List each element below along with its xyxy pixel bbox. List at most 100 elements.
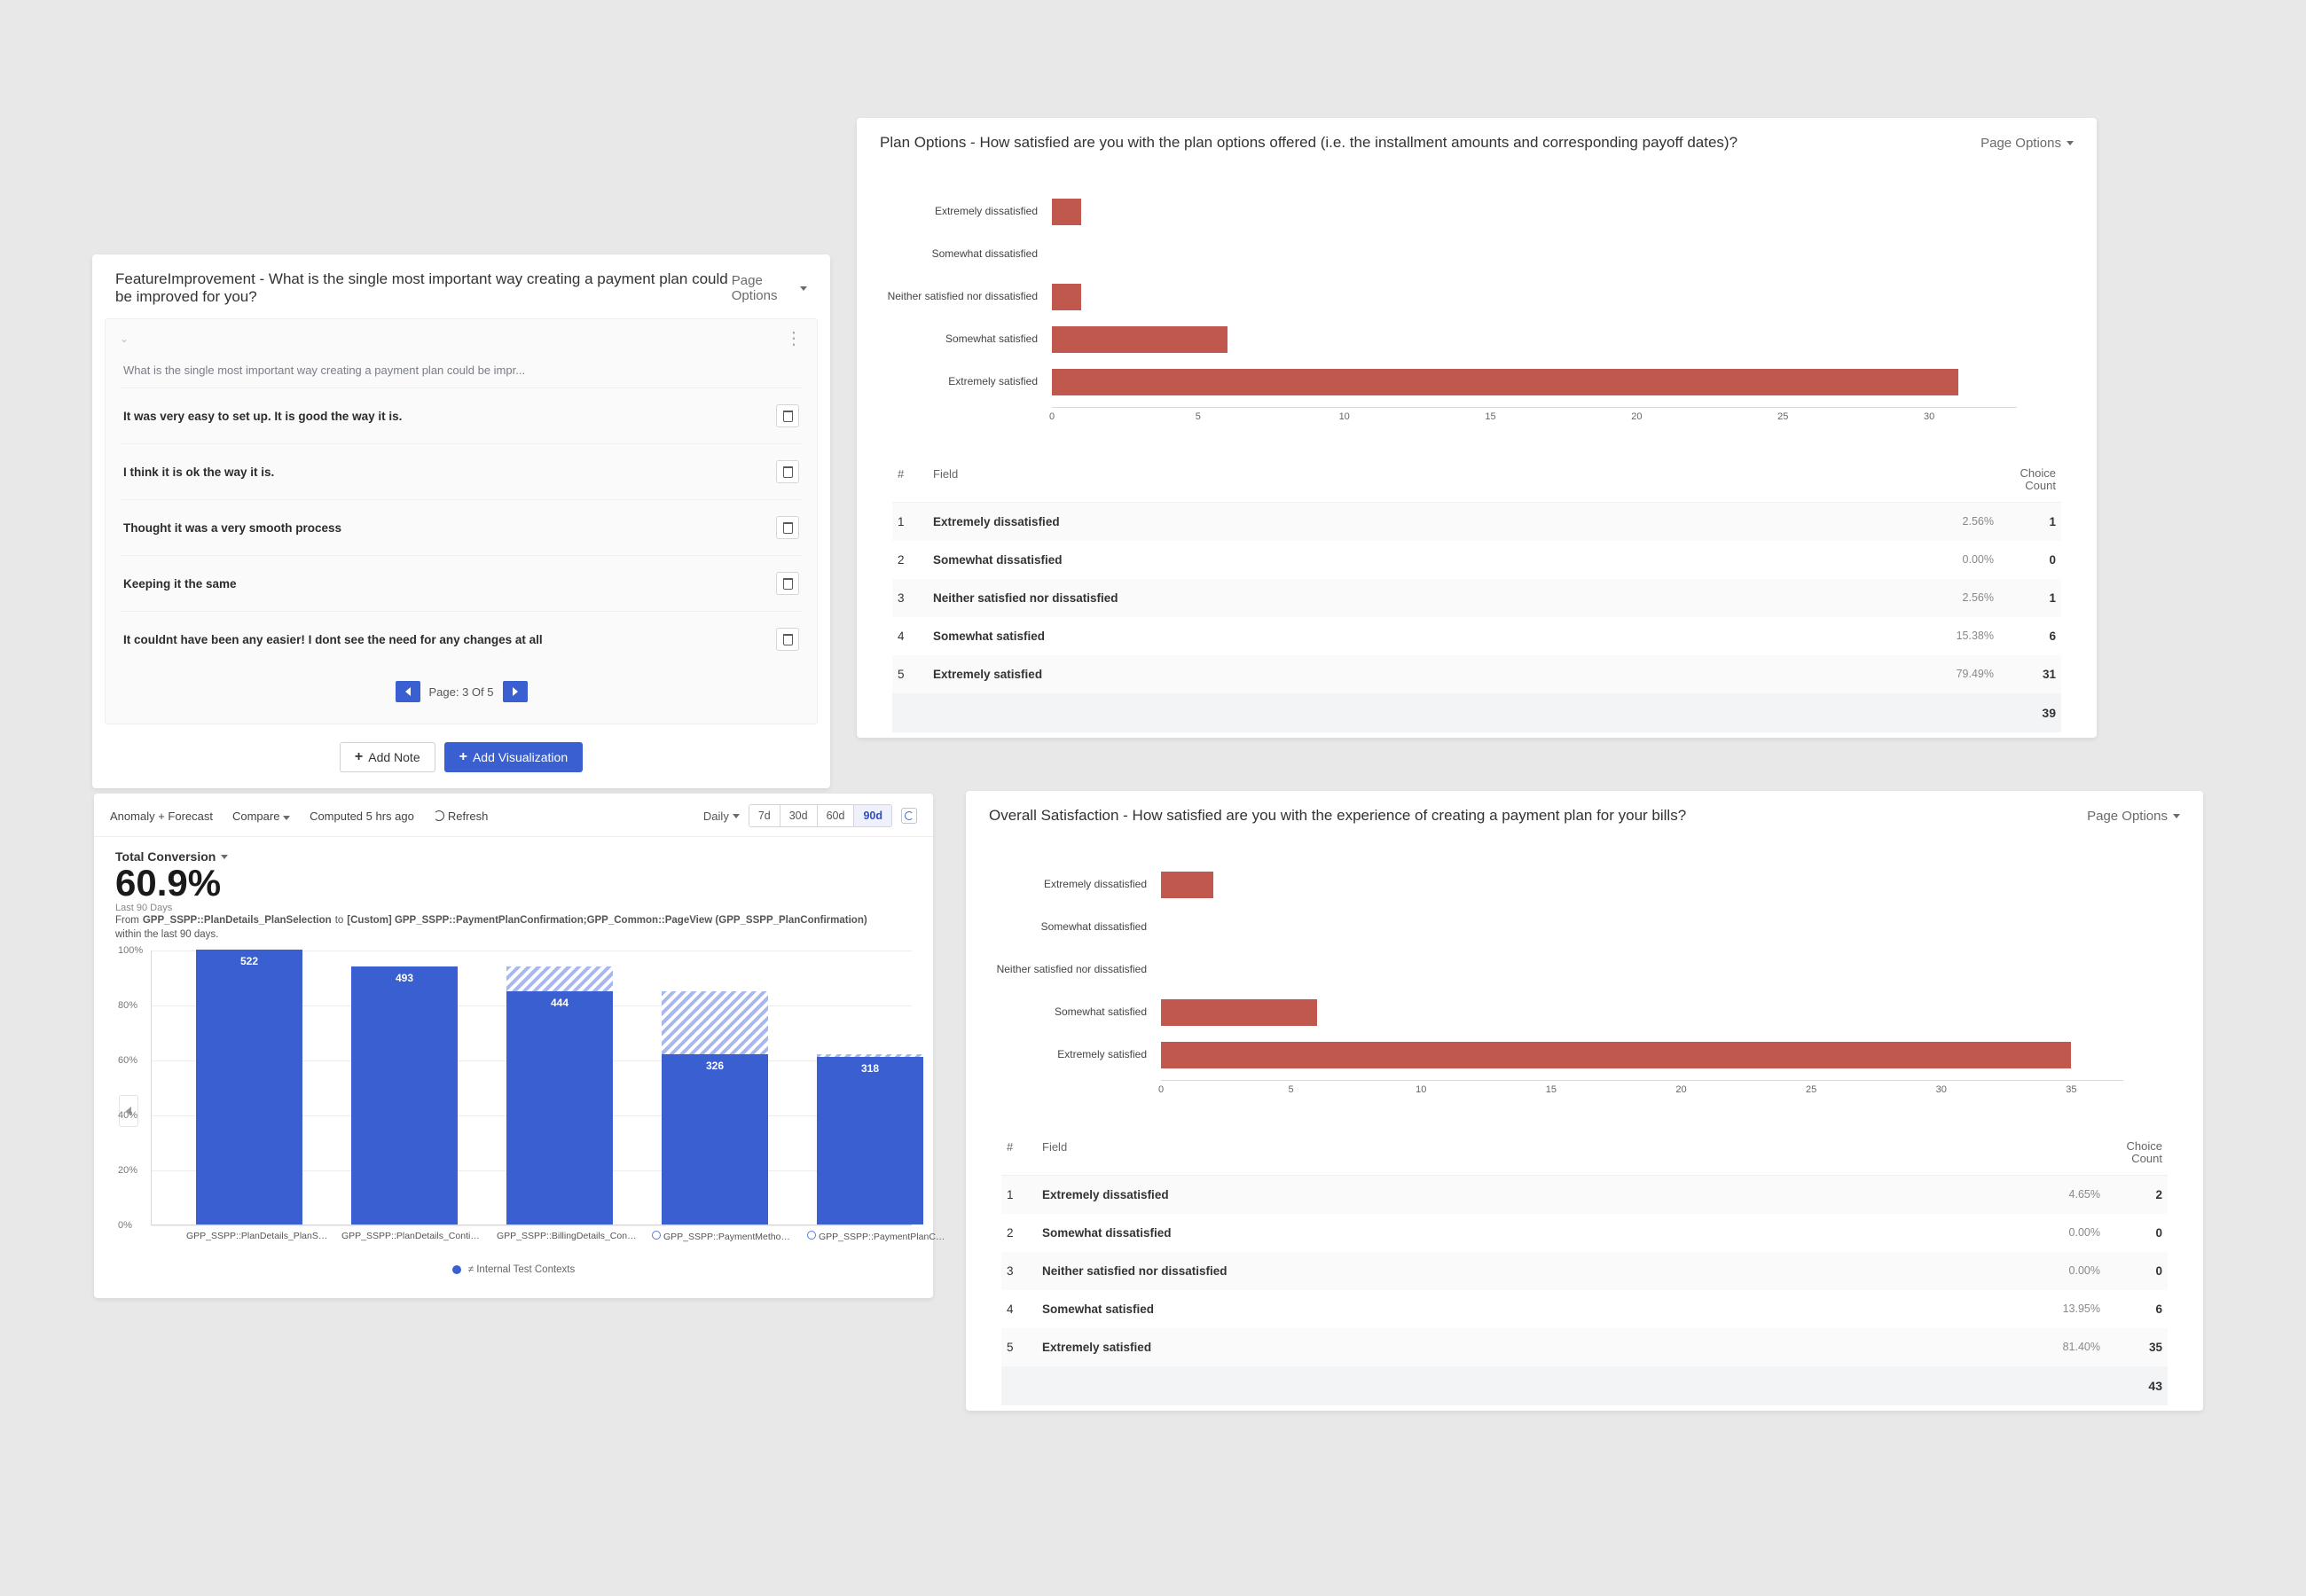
collapse-icon[interactable]: ⌄	[120, 332, 129, 345]
feature-response-row: It was very easy to set up. It is good t…	[120, 387, 803, 443]
pager-label: Page: 3 Of 5	[429, 685, 494, 699]
td-field: Neither satisfied nor dissatisfied	[933, 591, 1887, 605]
td-field: Extremely dissatisfied	[1042, 1188, 1994, 1201]
page-options-dropdown[interactable]: Page Options	[2087, 809, 2180, 824]
kebab-menu-icon[interactable]: ⋮	[785, 330, 803, 348]
delete-button[interactable]	[776, 404, 799, 427]
link-icon	[807, 1231, 816, 1240]
y-axis-tick: 0%	[118, 1220, 132, 1231]
td-field: Somewhat satisfied	[1042, 1303, 1994, 1316]
axis-tick: 15	[1546, 1084, 1557, 1095]
y-axis-tick: 80%	[118, 1000, 137, 1011]
axis-tick: 30	[1936, 1084, 1947, 1095]
axis-tick: 15	[1485, 411, 1495, 422]
pager-next-button[interactable]	[503, 681, 528, 702]
chevron-down-icon	[221, 855, 228, 859]
funnel-x-label: GPP_SSPP::PlanDetails_PlanSelection	[186, 1231, 328, 1241]
td-pct: 2.56%	[1887, 515, 1994, 528]
hbar-category-label: Extremely satisfied	[875, 376, 1043, 388]
timerange-segments: 7d30d60d90d	[749, 804, 892, 827]
plan-options-table: #FieldChoiceCount1Extremely dissatisfied…	[857, 437, 2097, 738]
funnel-bar-value: 493	[351, 972, 458, 984]
refresh-button[interactable]: Refresh	[434, 810, 489, 823]
table-row: 3Neither satisfied nor dissatisfied2.56%…	[892, 579, 2061, 617]
conversion-panel: Anomaly + Forecast Compare Computed 5 hr…	[94, 794, 933, 1298]
trash-icon	[783, 578, 793, 590]
table-row: 1Extremely dissatisfied2.56%1	[892, 503, 2061, 541]
page-options-dropdown[interactable]: Page Options	[1980, 136, 2074, 151]
feature-response-text: I think it is ok the way it is.	[123, 466, 274, 479]
hbar-row: Extremely satisfied	[1052, 361, 2017, 403]
daily-dropdown[interactable]: Daily	[703, 810, 740, 823]
hbar-category-label: Extremely dissatisfied	[875, 206, 1043, 218]
pager: Page: 3 Of 5	[120, 681, 803, 702]
feature-column-header: What is the single most important way cr…	[120, 355, 803, 387]
td-num: 1	[898, 515, 933, 528]
td-count: 0	[2100, 1264, 2162, 1278]
timerange-segment-7d[interactable]: 7d	[749, 805, 780, 826]
y-axis-tick: 60%	[118, 1055, 137, 1066]
metric-label[interactable]: Total Conversion	[115, 849, 912, 864]
table-total: 43	[1001, 1366, 2168, 1405]
trash-icon	[783, 466, 793, 478]
timerange-segment-60d[interactable]: 60d	[818, 805, 855, 826]
hbar-bar	[1052, 369, 1958, 395]
td-count: 6	[1994, 630, 2056, 643]
plan-options-panel: Plan Options - How satisfied are you wit…	[857, 118, 2097, 738]
td-pct: 4.65%	[1994, 1188, 2100, 1201]
add-note-button[interactable]: + Add Note	[340, 742, 435, 772]
chart-legend: ≠ Internal Test Contexts	[115, 1264, 912, 1275]
hbar-row: Somewhat dissatisfied	[1052, 233, 2017, 276]
overall-satisfaction-chart: Extremely dissatisfied Somewhat dissatisf…	[966, 837, 2203, 1110]
compare-dropdown[interactable]: Compare	[232, 810, 290, 823]
td-num: 3	[898, 591, 933, 605]
td-count: 1	[1994, 591, 2056, 605]
td-count: 35	[2100, 1341, 2162, 1354]
funnel-bar-value: 522	[196, 955, 302, 967]
td-count: 0	[1994, 553, 2056, 567]
delete-button[interactable]	[776, 460, 799, 483]
pager-prev-button[interactable]	[396, 681, 420, 702]
td-count: 31	[1994, 668, 2056, 681]
link-icon	[652, 1231, 661, 1240]
td-pct: 0.00%	[1994, 1226, 2100, 1239]
delete-button[interactable]	[776, 516, 799, 539]
plus-icon: +	[459, 750, 467, 764]
page-options-dropdown[interactable]: Page Options	[732, 273, 807, 303]
add-visualization-button[interactable]: + Add Visualization	[444, 742, 584, 772]
delete-button[interactable]	[776, 572, 799, 595]
conversion-funnel-chart: 0%20%40%60%80%100%522493444326318	[151, 951, 912, 1225]
table-row: 3Neither satisfied nor dissatisfied0.00%…	[1001, 1252, 2168, 1290]
td-field: Extremely dissatisfied	[933, 515, 1887, 528]
y-axis-tick: 100%	[118, 945, 143, 956]
delete-button[interactable]	[776, 628, 799, 651]
td-field: Somewhat dissatisfied	[1042, 1226, 1994, 1240]
timerange-segment-90d[interactable]: 90d	[854, 805, 891, 826]
hbar-row: Somewhat dissatisfied	[1161, 906, 2123, 949]
axis-tick: 10	[1416, 1084, 1426, 1095]
table-row: 1Extremely dissatisfied4.65%2	[1001, 1176, 2168, 1214]
funnel-x-label: GPP_SSPP::BillingDetails_Continue	[497, 1231, 639, 1241]
td-field: Neither satisfied nor dissatisfied	[1042, 1264, 1994, 1278]
metric-sublabel: Last 90 Days	[115, 903, 912, 913]
hbar-row: Extremely satisfied	[1161, 1034, 2123, 1076]
funnel-x-label: GPP_SSPP::PaymentMethod_Co...	[652, 1231, 794, 1242]
td-num: 5	[1007, 1341, 1042, 1354]
td-num: 4	[1007, 1303, 1042, 1316]
hbar-category-label: Neither satisfied nor dissatisfied	[875, 291, 1043, 303]
axis-tick: 20	[1675, 1084, 1686, 1095]
feature-response-text: It was very easy to set up. It is good t…	[123, 410, 402, 423]
hbar-bar	[1161, 999, 1317, 1026]
anomaly-forecast-link[interactable]: Anomaly + Forecast	[110, 810, 213, 823]
timerange-segment-30d[interactable]: 30d	[780, 805, 818, 826]
computed-timestamp: Computed 5 hrs ago	[310, 810, 414, 823]
hbar-row: Somewhat satisfied	[1161, 991, 2123, 1034]
chevron-down-icon	[2173, 814, 2180, 818]
table-header: #FieldChoiceCount	[1001, 1131, 2168, 1176]
chevron-down-icon	[733, 814, 740, 818]
hbar-category-label: Extremely dissatisfied	[984, 879, 1152, 891]
td-num: 2	[1007, 1226, 1042, 1240]
refresh-icon	[434, 810, 444, 821]
axis-tick: 20	[1631, 411, 1642, 422]
refresh-icon-button[interactable]	[901, 808, 917, 824]
